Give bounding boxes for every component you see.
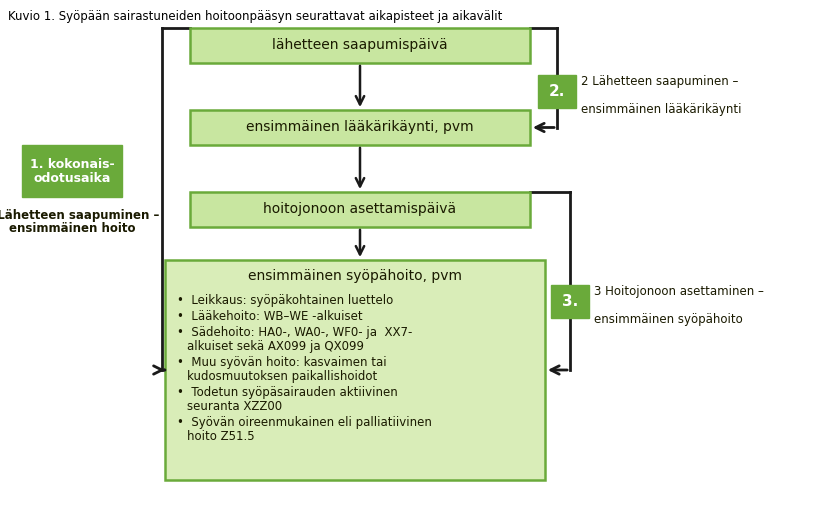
Text: ensimmäinen lääkärikäynti: ensimmäinen lääkärikäynti — [581, 89, 742, 117]
Text: alkuiset sekä AX099 ja QX099: alkuiset sekä AX099 ja QX099 — [187, 340, 364, 353]
Text: •  Lääkehoito: WB–WE -alkuiset: • Lääkehoito: WB–WE -alkuiset — [177, 310, 363, 323]
Text: •  Sädehoito: HA0-, WA0-, WF0- ja  XX7-: • Sädehoito: HA0-, WA0-, WF0- ja XX7- — [177, 326, 412, 339]
Text: •  Muu syövän hoito: kasvaimen tai: • Muu syövän hoito: kasvaimen tai — [177, 356, 387, 369]
Text: ensimmäinen syöpähoito, pvm: ensimmäinen syöpähoito, pvm — [248, 269, 462, 283]
Text: 3 Hoitojonoon asettaminen –: 3 Hoitojonoon asettaminen – — [594, 285, 764, 298]
Text: 1 Lähetteen saapuminen –: 1 Lähetteen saapuminen – — [0, 209, 159, 222]
Text: ensimmäinen syöpähoito: ensimmäinen syöpähoito — [594, 298, 743, 327]
Text: ensimmäinen lääkärikäynti, pvm: ensimmäinen lääkärikäynti, pvm — [246, 121, 474, 135]
Text: •  Syövän oireenmukainen eli palliatiivinen: • Syövän oireenmukainen eli palliatiivin… — [177, 416, 432, 429]
Text: 3.: 3. — [562, 294, 578, 309]
Text: lähetteen saapumispäivä: lähetteen saapumispäivä — [273, 39, 448, 53]
Text: Kuvio 1. Syöpään sairastuneiden hoitoonpääsyn seurattavat aikapisteet ja aikaväl: Kuvio 1. Syöpään sairastuneiden hoitoonp… — [8, 10, 502, 23]
Text: 2.: 2. — [548, 84, 565, 99]
Bar — [190, 28, 530, 63]
Text: 1. kokonais-: 1. kokonais- — [30, 157, 114, 170]
Text: odotusaika: odotusaika — [33, 172, 111, 185]
Text: hoitojonoon asettamispäivä: hoitojonoon asettamispäivä — [263, 202, 457, 217]
Bar — [22, 145, 122, 197]
Bar — [190, 192, 530, 227]
Text: •  Leikkaus: syöpäkohtainen luettelo: • Leikkaus: syöpäkohtainen luettelo — [177, 294, 393, 307]
Bar — [551, 285, 589, 318]
Bar — [538, 75, 576, 108]
Text: seuranta XZZ00: seuranta XZZ00 — [187, 400, 282, 413]
Text: 2 Lähetteen saapuminen –: 2 Lähetteen saapuminen – — [581, 75, 738, 89]
Text: •  Todetun syöpäsairauden aktiivinen: • Todetun syöpäsairauden aktiivinen — [177, 386, 398, 399]
Bar — [190, 110, 530, 145]
Text: kudosmuutoksen paikallishoidot: kudosmuutoksen paikallishoidot — [187, 370, 377, 383]
Bar — [165, 260, 545, 480]
Text: ensimmäinen hoito: ensimmäinen hoito — [9, 222, 135, 235]
Text: hoito Z51.5: hoito Z51.5 — [187, 430, 254, 443]
